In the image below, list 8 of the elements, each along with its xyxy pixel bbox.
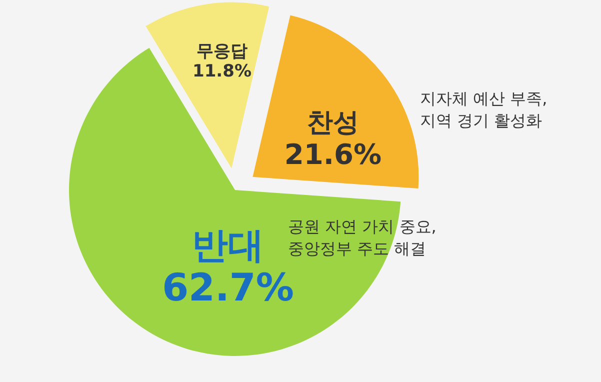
- data-label: 62.7%: [162, 266, 294, 311]
- data-label: 11.8%: [192, 61, 252, 82]
- text: 공원 자연 가치 중요, 중앙정부 주도 해결: [288, 216, 438, 260]
- slice-label: 찬성: [306, 108, 360, 139]
- slice-label: 무응답: [196, 41, 248, 62]
- slice-label: 반대: [192, 225, 264, 266]
- data-label: 21.6%: [284, 138, 382, 172]
- text: 지자체 예산 부족, 지역 경기 활성화: [420, 88, 548, 132]
